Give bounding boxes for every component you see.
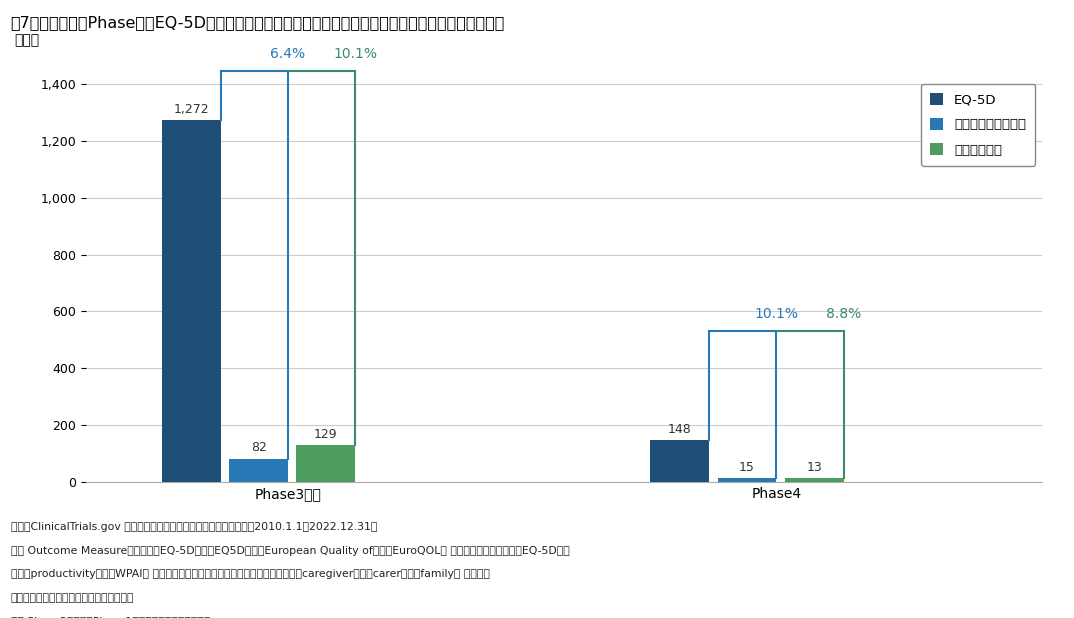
- Bar: [162, 121, 220, 482]
- Text: 15: 15: [739, 460, 755, 473]
- Text: 1,272: 1,272: [173, 103, 209, 116]
- Bar: [650, 440, 709, 482]
- Bar: [785, 478, 844, 482]
- Text: 129: 129: [314, 428, 337, 441]
- Bar: [717, 478, 777, 482]
- Text: 10.1%: 10.1%: [755, 307, 798, 321]
- Text: 10.1%: 10.1%: [333, 48, 377, 61]
- Text: 囷7　臨床試験のPhase別　EQ-5Dと同時に組み入れられた労働生産性関連指標・介護関連指標の試験数: 囷7 臨床試験のPhase別 EQ-5Dと同時に組み入れられた労働生産性関連指標…: [11, 15, 505, 30]
- Text: 「productivity」、「WPAI」 が含まれているものを「労働生産性関連指標」、「caregiver」、「carer」、「family」 が含まれ: 「productivity」、「WPAI」 が含まれているものを「労働生産性関連…: [11, 569, 490, 579]
- Text: 82: 82: [250, 441, 266, 454]
- Bar: [229, 459, 288, 482]
- Legend: EQ-5D, 労働生産性関連指標, 介護関連指標: EQ-5D, 労働生産性関連指標, 介護関連指標: [921, 83, 1035, 166]
- Text: 注） Phase3以前は、Phase1単独のものは除外している: 注） Phase3以前は、Phase1単独のものは除外している: [11, 616, 211, 618]
- Text: 148: 148: [668, 423, 692, 436]
- Text: ているものを「介護関連指標」とした: ているものを「介護関連指標」とした: [11, 593, 134, 603]
- Text: 注） Outcome Measureのうち、「EQ-5D」、「EQ5D」、「European Quality of」、「EuroQOL」 が含まれているものを「: 注） Outcome Measureのうち、「EQ-5D」、「EQ5D」、「Eu…: [11, 546, 569, 556]
- Text: 出所：ClinicalTrials.gov をもとに医薬産業政策研究所が作成（期間：2010.1.1～2022.12.31）: 出所：ClinicalTrials.gov をもとに医薬産業政策研究所が作成（期…: [11, 522, 377, 532]
- Text: 試験数: 試験数: [14, 33, 40, 47]
- Text: 8.8%: 8.8%: [826, 307, 861, 321]
- Bar: [296, 446, 355, 482]
- Text: 13: 13: [807, 461, 823, 474]
- Text: 6.4%: 6.4%: [271, 48, 306, 61]
